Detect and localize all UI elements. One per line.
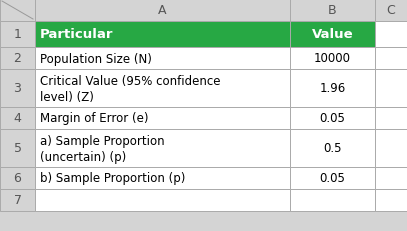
Bar	[375, 48, 407, 70]
Text: B: B	[328, 4, 337, 17]
Bar	[290, 0, 375, 22]
Text: Population Size (N): Population Size (N)	[40, 52, 152, 65]
Bar	[35, 48, 290, 70]
Bar	[0, 129, 35, 167]
Text: Margin of Error (e): Margin of Error (e)	[40, 112, 149, 125]
Bar	[375, 167, 407, 189]
Bar	[35, 22, 290, 48]
Bar	[290, 167, 375, 189]
Text: C: C	[387, 4, 395, 17]
Text: a) Sample Proportion
(uncertain) (p): a) Sample Proportion (uncertain) (p)	[40, 134, 164, 163]
Bar	[290, 22, 375, 48]
Bar	[0, 167, 35, 189]
Text: 10000: 10000	[314, 52, 351, 65]
Text: 0.5: 0.5	[323, 142, 342, 155]
Bar	[290, 48, 375, 70]
Bar	[35, 108, 290, 129]
Bar	[375, 189, 407, 211]
Bar	[290, 70, 375, 108]
Bar	[35, 129, 290, 167]
Text: 4: 4	[13, 112, 22, 125]
Bar	[35, 167, 290, 189]
Text: 1: 1	[13, 28, 22, 41]
Text: A: A	[158, 4, 167, 17]
Bar	[0, 189, 35, 211]
Bar	[290, 189, 375, 211]
Bar	[375, 0, 407, 22]
Bar	[0, 0, 35, 22]
Text: 7: 7	[13, 194, 22, 207]
Bar	[35, 0, 290, 22]
Text: Critical Value (95% confidence
level) (Z): Critical Value (95% confidence level) (Z…	[40, 74, 221, 103]
Text: Value: Value	[312, 28, 353, 41]
Bar	[375, 108, 407, 129]
Text: 2: 2	[13, 52, 22, 65]
Bar	[375, 22, 407, 48]
Bar	[290, 108, 375, 129]
Bar	[375, 129, 407, 167]
Bar	[0, 70, 35, 108]
Bar	[0, 22, 35, 48]
Bar	[290, 129, 375, 167]
Bar	[35, 189, 290, 211]
Text: b) Sample Proportion (p): b) Sample Proportion (p)	[40, 172, 185, 185]
Bar	[0, 108, 35, 129]
Text: Particular: Particular	[40, 28, 114, 41]
Bar	[0, 48, 35, 70]
Text: 0.05: 0.05	[319, 112, 346, 125]
Text: 1.96: 1.96	[319, 82, 346, 95]
Bar	[375, 70, 407, 108]
Bar	[35, 70, 290, 108]
Text: 0.05: 0.05	[319, 172, 346, 185]
Text: 5: 5	[13, 142, 22, 155]
Text: 3: 3	[13, 82, 22, 95]
Text: 6: 6	[13, 172, 22, 185]
